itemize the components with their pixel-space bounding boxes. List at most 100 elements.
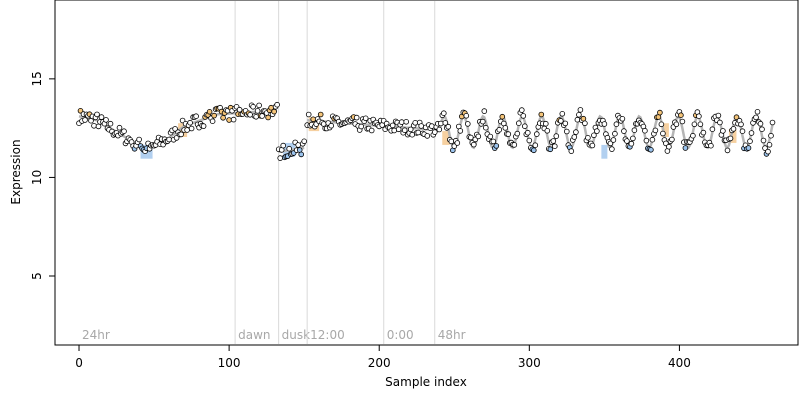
plot-frame xyxy=(54,0,799,346)
data-point xyxy=(533,131,540,137)
data-point xyxy=(467,134,474,141)
data-point xyxy=(98,114,105,120)
data-point xyxy=(691,121,698,128)
data-point xyxy=(610,137,617,143)
y-tick-label: 5 xyxy=(30,272,44,280)
data-point xyxy=(580,115,587,122)
data-point xyxy=(628,140,635,147)
data-point xyxy=(547,146,554,153)
data-point xyxy=(298,151,305,158)
data-point xyxy=(209,118,216,124)
data-point xyxy=(591,132,597,139)
annotation-label: 24hr xyxy=(82,328,110,342)
data-point xyxy=(499,113,506,120)
data-point xyxy=(463,113,470,119)
annotation-layer: 24hr dawn dusk 12:00 0:00 48hr xyxy=(82,1,466,344)
data-point xyxy=(412,120,419,126)
data-point xyxy=(505,131,512,137)
data-point xyxy=(254,108,261,114)
data-point xyxy=(259,113,265,119)
data-point xyxy=(481,108,488,114)
data-point xyxy=(673,121,680,128)
data-point xyxy=(649,136,656,143)
data-point xyxy=(621,128,627,134)
data-point xyxy=(573,129,579,135)
data-point xyxy=(589,142,596,149)
data-point xyxy=(407,126,414,133)
data-point xyxy=(91,123,97,129)
data-point xyxy=(697,121,704,128)
annotation-label: dawn xyxy=(238,328,270,342)
data-point xyxy=(328,122,335,129)
data-point xyxy=(733,114,740,120)
y-axis: 5 10 15 xyxy=(30,71,56,280)
data-point xyxy=(277,155,284,161)
data-point xyxy=(295,142,302,148)
y-tick-label: 10 xyxy=(30,170,44,185)
data-point xyxy=(514,130,521,137)
data-point xyxy=(389,122,396,129)
data-point xyxy=(648,147,654,153)
data-point xyxy=(574,116,581,123)
data-point xyxy=(576,112,582,118)
data-point xyxy=(630,135,636,142)
data-point xyxy=(502,125,509,131)
data-point xyxy=(253,114,259,120)
data-point xyxy=(440,110,447,116)
x-tick-label: 0 xyxy=(75,356,83,370)
data-point xyxy=(754,109,761,115)
data-point xyxy=(585,135,591,141)
x-tick-label: 200 xyxy=(368,356,391,370)
data-point xyxy=(398,119,405,125)
data-point xyxy=(391,127,398,134)
data-point xyxy=(301,138,308,145)
data-point xyxy=(657,109,663,116)
data-point xyxy=(82,117,88,123)
data-point xyxy=(524,129,531,136)
data-point xyxy=(724,147,731,154)
data-point xyxy=(757,120,764,127)
data-point xyxy=(211,112,217,119)
data-point xyxy=(515,120,522,126)
data-point xyxy=(760,137,767,144)
data-point xyxy=(526,137,533,144)
data-point xyxy=(562,120,569,127)
data-point xyxy=(457,128,464,134)
data-point xyxy=(442,120,449,126)
data-point xyxy=(121,128,127,135)
data-point xyxy=(403,119,410,125)
data-point xyxy=(678,112,684,118)
data-point xyxy=(577,107,584,113)
data-point xyxy=(187,119,193,126)
data-point xyxy=(550,138,557,144)
data-point xyxy=(759,126,765,132)
data-point xyxy=(475,133,482,140)
data-point xyxy=(520,113,527,119)
data-point xyxy=(395,126,402,133)
data-point xyxy=(658,121,665,128)
data-point xyxy=(730,126,737,132)
data-point xyxy=(482,124,489,131)
data-point xyxy=(717,119,723,126)
data-point xyxy=(765,148,771,155)
x-tick-label: 400 xyxy=(668,356,691,370)
data-point xyxy=(762,145,768,151)
data-point xyxy=(582,120,588,127)
data-point xyxy=(643,137,650,144)
x-axis: 0 100 200 300 400 xyxy=(75,344,691,370)
data-point xyxy=(612,130,618,137)
data-point xyxy=(107,120,114,127)
data-point xyxy=(769,119,776,126)
data-point xyxy=(768,132,774,139)
data-point xyxy=(178,131,184,138)
data-point xyxy=(766,142,773,148)
data-point xyxy=(250,104,256,110)
data-point xyxy=(551,143,558,150)
data-point xyxy=(747,138,753,145)
x-tick-label: 300 xyxy=(518,356,541,370)
data-point xyxy=(274,101,280,108)
data-point xyxy=(518,107,525,113)
point-layer xyxy=(76,101,776,161)
annotation-label: dusk xyxy=(282,328,310,342)
data-point xyxy=(103,117,109,123)
